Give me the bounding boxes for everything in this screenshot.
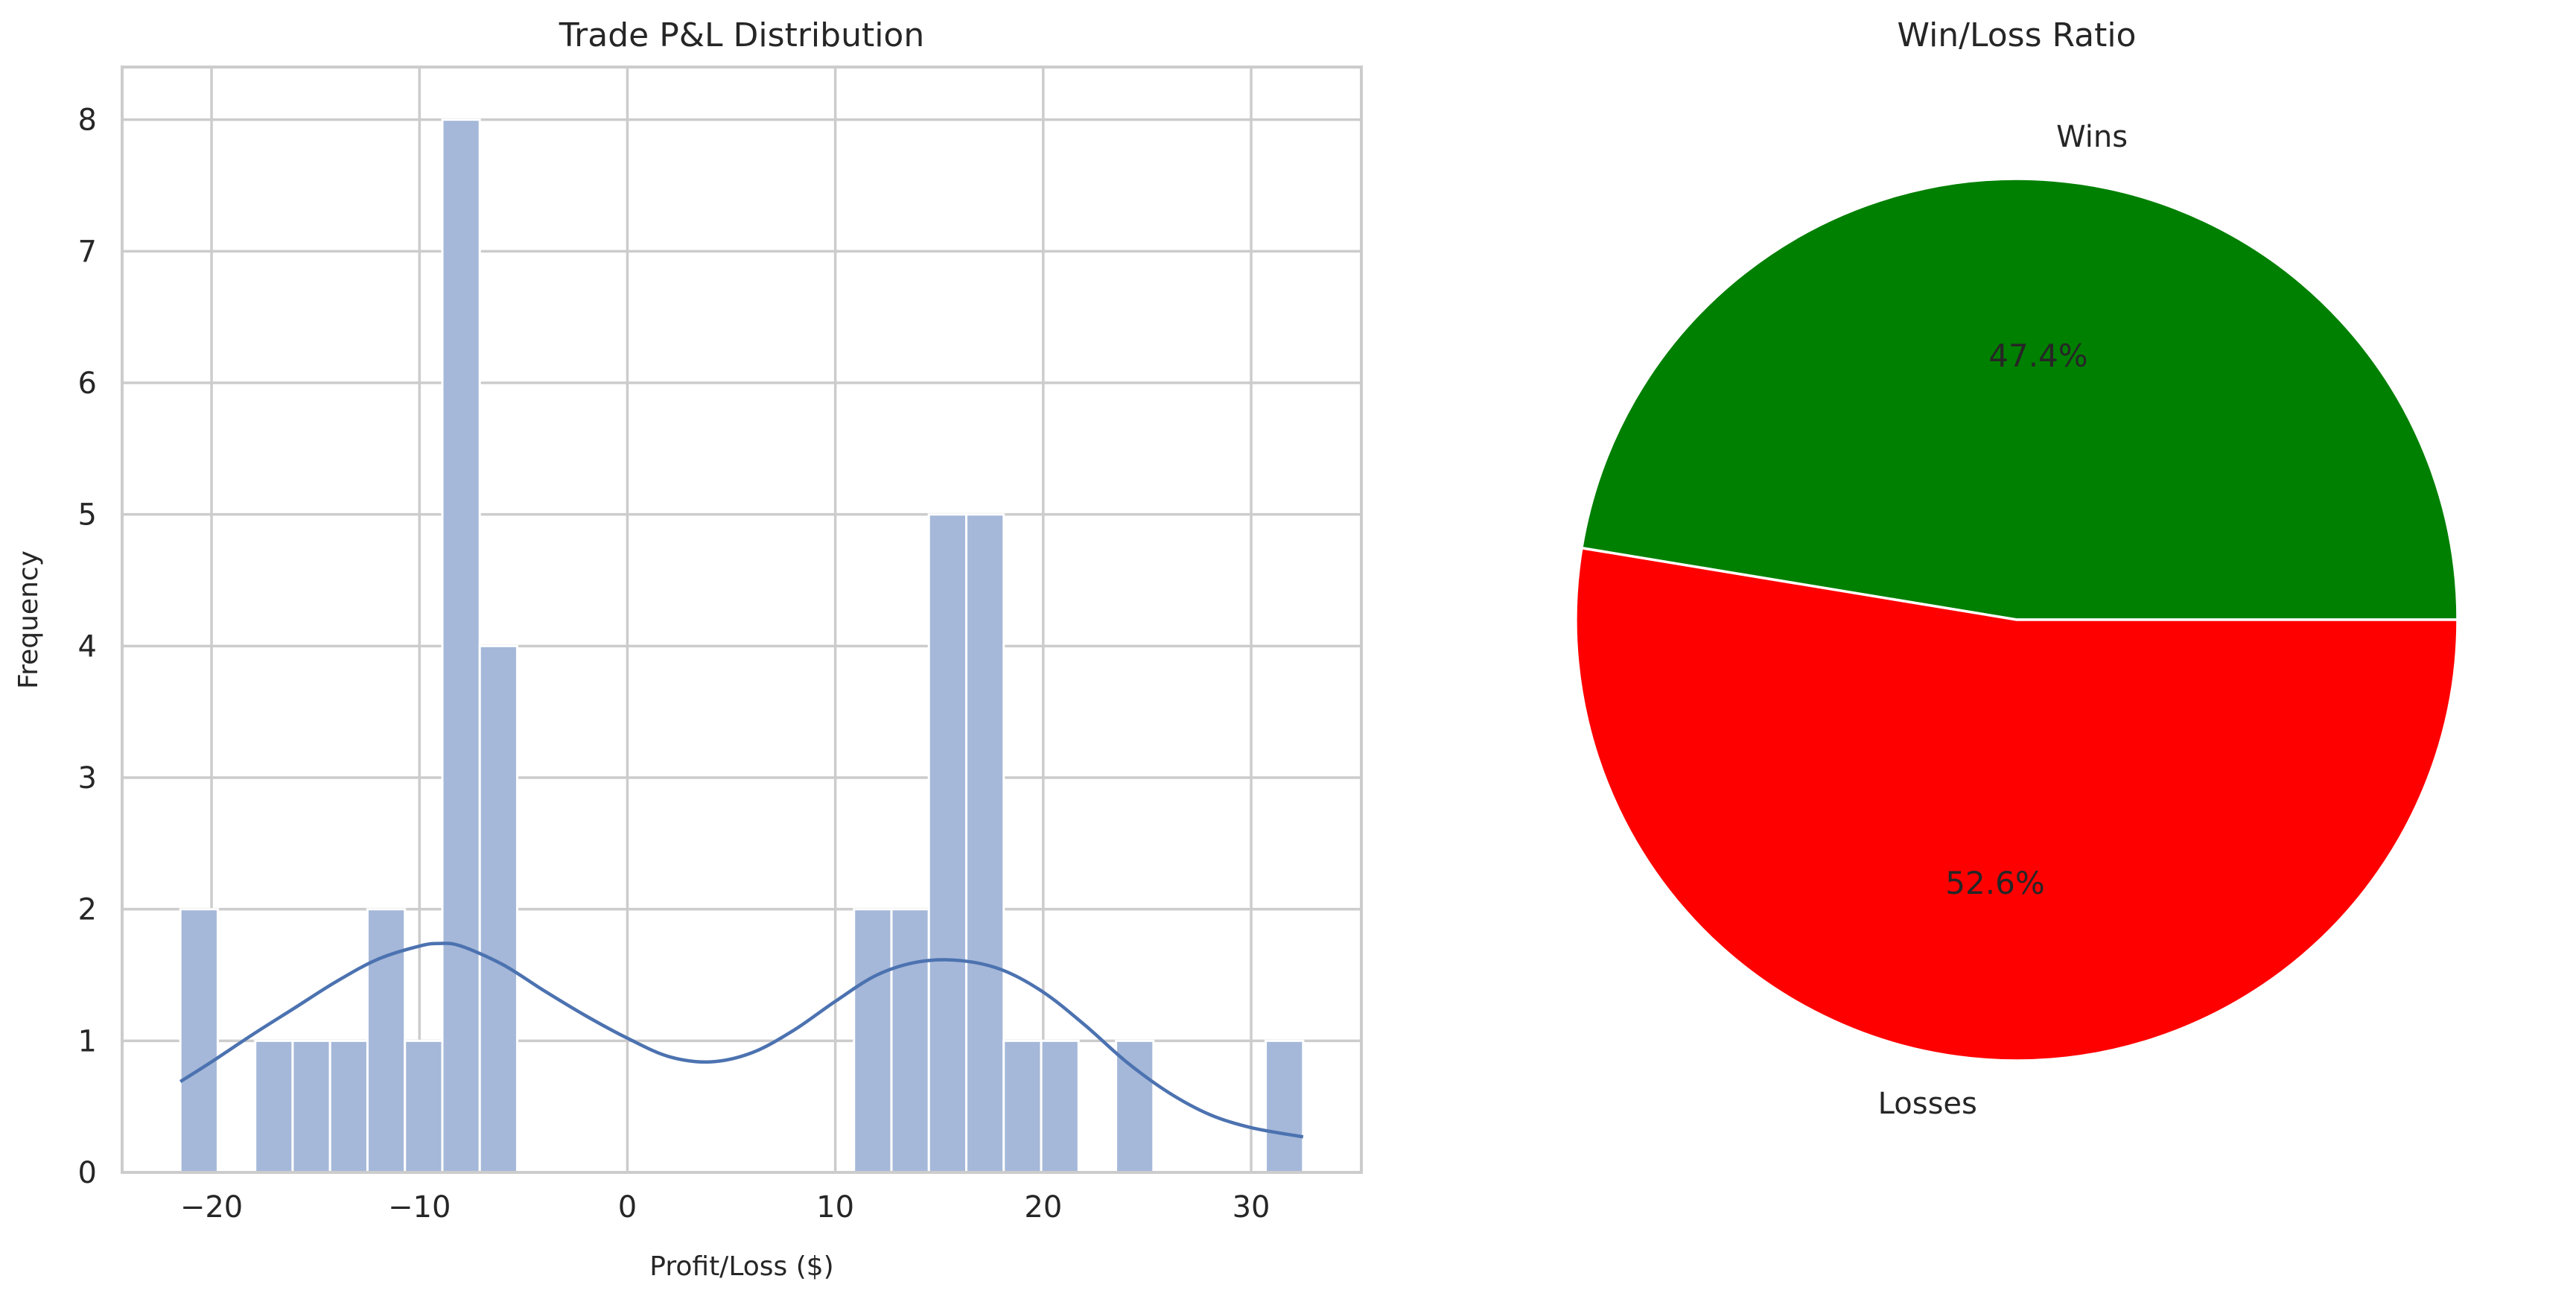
pie-labels: Wins 47.4% Losses 52.6%: [1878, 120, 2128, 1121]
histogram-bar: [404, 1039, 444, 1174]
histogram-panel: −20 −10 0 10 20 30 0 1 2 3 4 5 6 7 8 Trade P&L Distri…: [13, 16, 1363, 1282]
y-tick-label: 0: [78, 1156, 97, 1190]
x-tick-label: 0: [618, 1190, 637, 1225]
pie-panel: Win/Loss Ratio Wins 47.4% Losses 52.6%: [1574, 16, 2459, 1121]
x-tick-label: 30: [1233, 1190, 1270, 1225]
x-tick-label: 10: [816, 1190, 854, 1225]
histogram-bar: [927, 513, 968, 1174]
histogram-title: Trade P&L Distribution: [559, 16, 925, 54]
histogram-bar: [1115, 1039, 1155, 1174]
x-tick-label: −20: [180, 1190, 243, 1225]
histogram-bar: [1002, 1039, 1043, 1174]
histogram-bars: [179, 118, 1305, 1174]
histogram-bar: [254, 1039, 294, 1174]
histogram-grid: [122, 67, 1361, 1174]
y-tick-label: 2: [78, 893, 97, 927]
x-tick-labels: −20 −10 0 10 20 30: [180, 1190, 1270, 1225]
histogram-bar: [179, 908, 219, 1174]
histogram-plot-area: [122, 67, 1361, 1172]
histogram-bar: [1040, 1039, 1080, 1174]
y-tick-label: 5: [78, 498, 97, 533]
y-tick-label: 4: [78, 629, 97, 664]
y-axis-label: Frequency: [13, 550, 44, 689]
histogram-bar: [478, 644, 518, 1174]
histogram-bar: [965, 513, 1005, 1174]
pie-slice-wins: [1580, 177, 2459, 621]
y-tick-label: 7: [78, 235, 97, 269]
histogram-bar: [1265, 1039, 1305, 1174]
pie-slice-losses: [1574, 546, 2459, 1062]
y-tick-label: 1: [78, 1024, 97, 1058]
pie-percent-label: 47.4%: [1988, 337, 2087, 374]
x-tick-label: 20: [1024, 1190, 1062, 1225]
histogram-bar: [890, 908, 930, 1174]
y-tick-label: 8: [78, 104, 97, 138]
histogram-bar: [441, 118, 481, 1174]
x-tick-label: −10: [388, 1190, 451, 1225]
histogram-frame: [121, 66, 1363, 1174]
histogram-bar: [328, 1039, 369, 1174]
histogram-bar: [853, 908, 893, 1174]
kde-curve: [179, 941, 1304, 1139]
y-tick-labels: 0 1 2 3 4 5 6 7 8: [78, 104, 97, 1190]
histogram-bar: [366, 908, 407, 1174]
pie-percent-label: 52.6%: [1945, 865, 2044, 901]
y-tick-label: 3: [78, 761, 97, 796]
pie-category-label: Wins: [2056, 120, 2128, 154]
pie-category-label: Losses: [1878, 1087, 1977, 1121]
y-tick-label: 6: [78, 366, 97, 401]
x-axis-label: Profit/Loss ($): [649, 1251, 833, 1282]
histogram-bar: [291, 1039, 331, 1174]
pie-title: Win/Loss Ratio: [1898, 16, 2137, 54]
pie-slices: [1574, 177, 2459, 1062]
